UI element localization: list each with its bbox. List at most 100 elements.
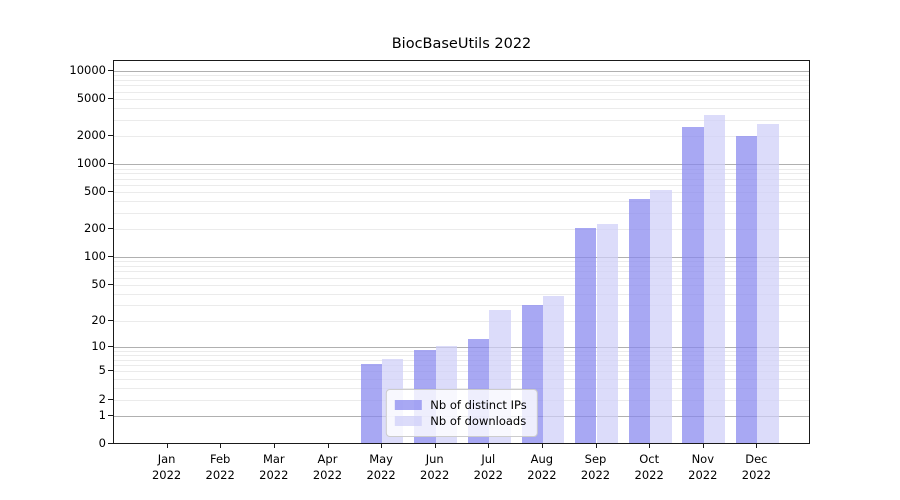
x-tick-month: Oct <box>639 452 660 466</box>
x-tick-month: Aug <box>530 452 554 466</box>
legend-label-distinct-ips: Nb of distinct IPs <box>430 398 527 412</box>
y-tick-label: 0 <box>98 436 106 450</box>
x-tick-month: Feb <box>210 452 231 466</box>
y-tick-mark <box>108 256 113 258</box>
x-tick-year: 2022 <box>580 468 611 482</box>
x-tick-label: Nov 2022 <box>663 451 743 483</box>
bar-downloads-aug <box>542 295 565 443</box>
y-tick-mark <box>108 228 113 230</box>
gridline-minor <box>114 136 809 138</box>
y-tick-label: 2 <box>98 391 106 406</box>
bar-distinct-ips-oct <box>628 199 651 443</box>
gridline-minor <box>114 350 809 352</box>
x-tick-year: 2022 <box>741 468 772 482</box>
gridline-minor <box>114 173 809 175</box>
x-tick-year: 2022 <box>634 468 664 482</box>
y-tick-label: 50 <box>91 276 106 291</box>
gridline-minor <box>114 271 809 273</box>
y-tick-label: 20 <box>91 312 106 327</box>
chart-title: BiocBaseUtils 2022 <box>391 36 532 52</box>
bar-distinct-ips-dec <box>735 136 758 443</box>
gridline-minor <box>114 277 809 279</box>
x-tick-mark <box>220 444 222 448</box>
gridline-minor <box>114 178 809 180</box>
gridline-minor <box>114 293 809 295</box>
gridline-major <box>114 257 809 259</box>
gridline-minor <box>114 304 809 306</box>
y-tick-label: 5 <box>98 363 106 378</box>
gridline-minor <box>114 229 809 231</box>
x-tick-mark <box>273 444 275 448</box>
bar-distinct-ips-may <box>360 364 382 443</box>
gridline-minor <box>114 168 809 170</box>
x-tick-mark <box>595 444 597 448</box>
bar-downloads-sep <box>596 224 618 443</box>
gridline-minor <box>114 378 809 380</box>
y-tick-mark <box>108 414 113 416</box>
x-tick-year: 2022 <box>473 468 503 482</box>
x-tick-month: Jul <box>481 452 496 466</box>
x-tick-label: Aug 2022 <box>502 451 582 483</box>
gridline-minor <box>114 320 809 322</box>
y-tick-label: 1 <box>98 407 106 422</box>
bar-downloads-nov <box>703 115 726 443</box>
gridline-minor <box>114 85 809 87</box>
gridline-minor <box>114 284 809 286</box>
x-tick-mark <box>702 444 704 448</box>
x-tick-mark <box>166 444 168 448</box>
legend-item-distinct-ips: Nb of distinct IPs <box>394 398 527 412</box>
x-tick-mark <box>649 444 651 448</box>
legend-label-downloads: Nb of downloads <box>430 414 527 428</box>
x-tick-month: May <box>369 452 393 466</box>
x-tick-label: Oct 2022 <box>609 451 689 483</box>
y-tick-label: 500 <box>84 184 106 199</box>
bar-distinct-ips-nov <box>682 126 704 443</box>
x-tick-year: 2022 <box>151 468 182 482</box>
y-tick-mark <box>108 370 113 372</box>
gridline-minor <box>114 91 809 93</box>
gridline-minor <box>114 119 809 121</box>
legend-item-downloads: Nb of downloads <box>394 414 526 428</box>
y-tick-mark <box>108 345 113 347</box>
gridline-minor <box>114 355 809 356</box>
x-tick-label: Jan 2022 <box>127 451 207 483</box>
x-tick-label: Apr 2022 <box>288 451 368 483</box>
x-tick-year: 2022 <box>527 468 557 482</box>
gridline-minor <box>114 99 809 101</box>
x-tick-mark <box>381 444 383 448</box>
legend: Nb of distinct IPs Nb of downloads <box>385 389 538 437</box>
x-tick-label: Feb 2022 <box>180 451 260 483</box>
gridline-minor <box>114 387 809 389</box>
x-tick-year: 2022 <box>205 468 235 482</box>
gridline-minor <box>114 266 809 267</box>
gridline-major <box>114 346 809 348</box>
x-tick-year: 2022 <box>366 468 396 482</box>
gridline-minor <box>114 261 809 263</box>
y-tick-label: 10 <box>91 338 106 353</box>
x-tick-label: Jun 2022 <box>395 451 475 483</box>
y-tick-mark <box>108 135 113 137</box>
y-tick-label: 1000 <box>76 156 106 171</box>
legend-swatch-distinct-ips <box>394 400 422 410</box>
gridline-minor <box>114 184 809 186</box>
y-tick-mark <box>108 398 113 400</box>
legend-swatch-downloads <box>394 416 422 426</box>
gridline-minor <box>114 365 809 367</box>
x-tick-label: May 2022 <box>341 451 421 483</box>
x-tick-mark <box>434 444 436 448</box>
bar-downloads-dec <box>757 124 779 443</box>
y-tick-label: 200 <box>84 221 106 236</box>
x-tick-month: Jan <box>157 452 176 466</box>
y-tick-mark <box>108 70 113 71</box>
x-tick-label: Dec 2022 <box>716 451 796 483</box>
y-tick-label: 2000 <box>76 128 106 143</box>
gridline-minor <box>114 212 809 214</box>
gridline-minor <box>114 371 809 373</box>
x-tick-label: Sep 2022 <box>556 451 636 483</box>
gridline-minor <box>114 192 809 194</box>
bar-distinct-ips-sep <box>575 228 597 443</box>
y-tick-mark <box>108 163 113 165</box>
x-tick-mark <box>488 444 490 448</box>
x-tick-mark <box>756 444 758 448</box>
